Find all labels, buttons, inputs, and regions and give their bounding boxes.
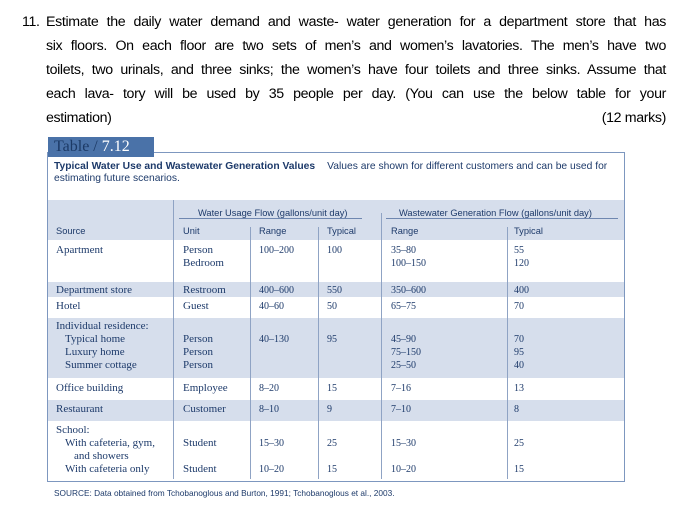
table-cell: 40–130 — [259, 334, 289, 345]
table-cell: Bedroom — [183, 257, 224, 269]
source-note: SOURCE: Data obtained from Tchobanoglous… — [54, 488, 395, 498]
table-cell: Guest — [183, 300, 209, 312]
table-cell: 15 — [327, 464, 337, 475]
table-cell: 35–80 — [391, 245, 416, 256]
table-cell: 7–10 — [391, 404, 411, 415]
table-cell: Restroom — [183, 284, 226, 296]
table-cell: 25 — [514, 438, 524, 449]
table-cell: 8 — [514, 404, 519, 415]
table-cell: Student — [183, 463, 217, 475]
table-cell: 120 — [514, 258, 529, 269]
table-cell: 25 — [327, 438, 337, 449]
table-cell: 350–600 — [391, 285, 426, 296]
column-header: Source — [56, 226, 86, 236]
table-cell: and showers — [74, 450, 129, 462]
table-cell: 15–30 — [259, 438, 284, 449]
table-cell: 15 — [327, 383, 337, 394]
column-divider — [381, 213, 382, 479]
table-cell: 15 — [514, 464, 524, 475]
table-cell: 75–150 — [391, 347, 421, 358]
data-table: Typical Water Use and Wastewater Generat… — [47, 152, 625, 482]
table-cell: 100–150 — [391, 258, 426, 269]
table-cell: 13 — [514, 383, 524, 394]
column-header: Range — [259, 226, 287, 236]
table-cell: 95 — [327, 334, 337, 345]
question-line: toilets, two urinals, and three sinks; t… — [46, 62, 666, 78]
header-band — [48, 200, 624, 240]
table-cell: With cafeteria only — [65, 463, 150, 475]
column-divider — [173, 200, 174, 479]
table-cell: Individual residence: — [56, 320, 149, 332]
column-header: Typical — [327, 226, 356, 236]
table-cell: Restaurant — [56, 403, 104, 415]
table-cell: With cafeteria, gym, — [65, 437, 155, 449]
table-cell: 7–16 — [391, 383, 411, 394]
table-cell: 95 — [514, 347, 524, 358]
table-cell: Hotel — [56, 300, 81, 312]
table-cell: 400 — [514, 285, 529, 296]
table-cell: 55 — [514, 245, 524, 256]
table-cell: 50 — [327, 301, 337, 312]
question-line: Estimate the daily water demand and wast… — [46, 14, 666, 30]
table-title: Typical Water Use and Wastewater Generat… — [54, 161, 316, 172]
table-cell: 10–20 — [391, 464, 416, 475]
table-cell: Person — [183, 359, 213, 371]
question-line: each lava- tory will be used by 35 peopl… — [46, 86, 666, 102]
table-cell: Person — [183, 244, 213, 256]
table-cell: 70 — [514, 334, 524, 345]
question-marks: (12 marks) — [601, 110, 667, 126]
table-cell: 40 — [514, 360, 524, 371]
table-cell: Typical home — [65, 333, 126, 345]
table-cell: School: — [56, 424, 90, 436]
table-cell: 70 — [514, 301, 524, 312]
question-line: estimation) — [46, 110, 112, 126]
group-header: Water Usage Flow (gallons/unit day) — [198, 208, 348, 218]
table-cell: Department store — [56, 284, 133, 296]
table-cell: 8–20 — [259, 383, 279, 394]
table-cell: Person — [183, 346, 213, 358]
table-cell: Apartment — [56, 244, 104, 256]
row-band — [48, 318, 624, 378]
table-cell: Employee — [183, 382, 228, 394]
question-line: six floors. On each floor are two sets o… — [46, 38, 666, 54]
table-cell: 40–60 — [259, 301, 284, 312]
table-label-prefix: Table / — [54, 138, 102, 155]
table-cell: 25–50 — [391, 360, 416, 371]
table-cell: 400–600 — [259, 285, 294, 296]
question-text: 11. Estimate the daily water demand and … — [22, 10, 666, 130]
table-cell: Luxury home — [65, 346, 125, 358]
group-underline — [386, 218, 618, 219]
row-band — [48, 282, 624, 297]
table-caption: Typical Water Use and Wastewater Generat… — [54, 161, 614, 185]
table-cell: 10–20 — [259, 464, 284, 475]
table-cell: Customer — [183, 403, 226, 415]
table-cell: Person — [183, 333, 213, 345]
question-number: 11. — [22, 14, 40, 30]
table-cell: 15–30 — [391, 438, 416, 449]
table-cell: 65–75 — [391, 301, 416, 312]
row-band — [48, 400, 624, 421]
table-cell: 100 — [327, 245, 342, 256]
table-cell: 45–90 — [391, 334, 416, 345]
column-header: Unit — [183, 226, 200, 236]
table-label: Table / 7.12 — [48, 137, 154, 157]
column-header: Range — [391, 226, 419, 236]
group-underline — [179, 218, 362, 219]
column-header: Typical — [514, 226, 543, 236]
table-description: Values are shown for different customers… — [54, 161, 608, 184]
column-divider — [318, 227, 319, 479]
table-cell: 9 — [327, 404, 332, 415]
table-cell: Student — [183, 437, 217, 449]
table-cell: 100–200 — [259, 245, 294, 256]
column-divider — [250, 227, 251, 479]
table-label-number: 7.12 — [101, 138, 130, 155]
group-header: Wastewater Generation Flow (gallons/unit… — [399, 208, 592, 218]
table-cell: 550 — [327, 285, 342, 296]
table-cell: Summer cottage — [65, 359, 137, 371]
table-cell: Office building — [56, 382, 124, 394]
column-divider — [507, 227, 508, 479]
table-cell: 8–10 — [259, 404, 279, 415]
